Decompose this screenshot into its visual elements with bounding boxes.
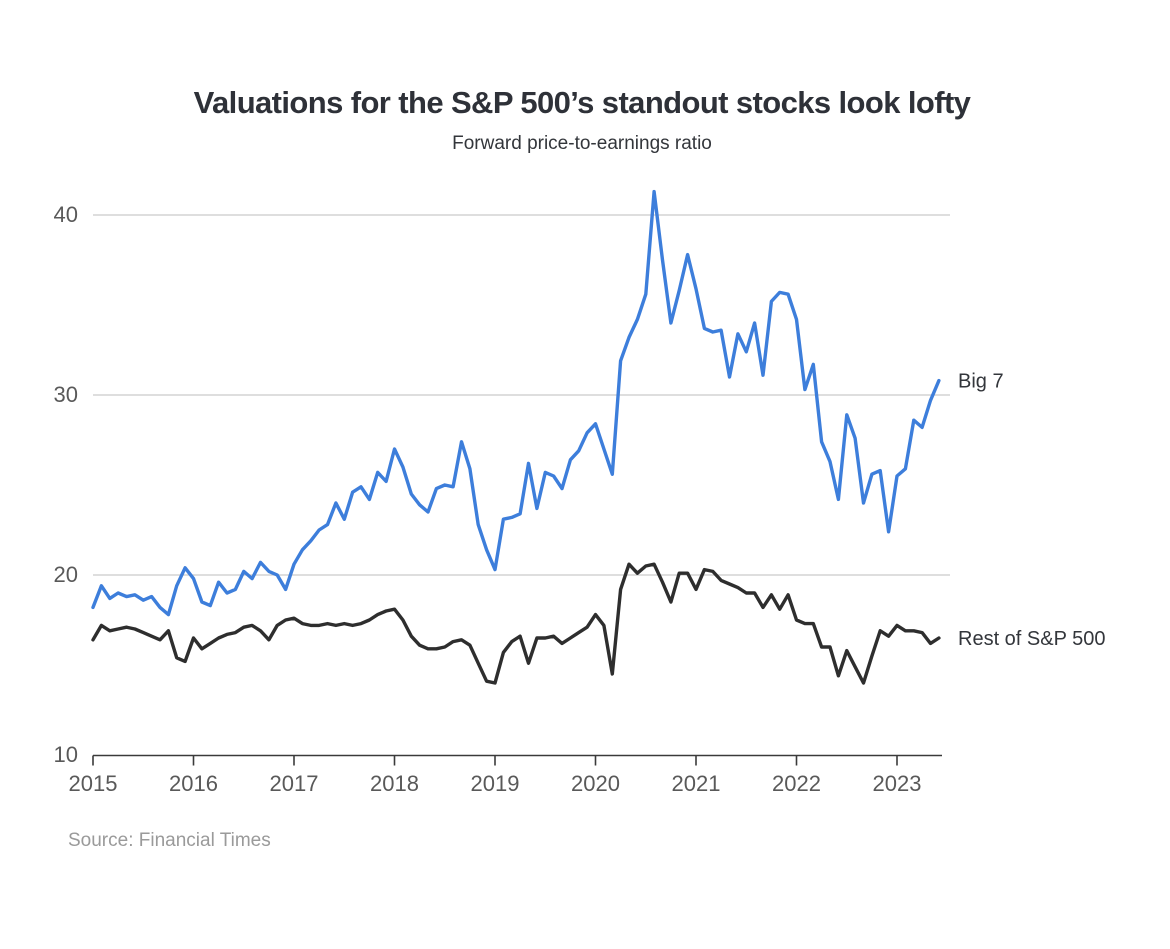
series-lines — [91, 189, 941, 685]
chart-title: Valuations for the S&P 500’s standout st… — [194, 85, 972, 120]
y-tick-label-30: 30 — [54, 382, 78, 407]
y-tick-label-40: 40 — [54, 202, 78, 227]
x-tick-label-2016: 2016 — [169, 771, 218, 796]
gridlines — [93, 214, 950, 576]
x-tick-label-2021: 2021 — [672, 771, 721, 796]
x-tick-label-2017: 2017 — [270, 771, 319, 796]
rest-of-s-p-500-line — [91, 562, 941, 685]
x-axis: 2015 2016 2017 2018 2019 2020 2021 2022 2023 — [69, 754, 942, 796]
source-credit: Source: Financial Times — [68, 830, 271, 851]
x-tick-label-2018: 2018 — [370, 771, 419, 796]
legend-label-rest-of-sp500: Rest of S&P 500 — [958, 628, 1106, 650]
y-tick-label-20: 20 — [54, 562, 78, 587]
legend-label-big-7: Big 7 — [958, 371, 1004, 393]
y-axis-tick-labels: 10 20 30 40 — [54, 202, 78, 767]
x-tick-label-2015: 2015 — [69, 771, 118, 796]
x-tick-label-2019: 2019 — [471, 771, 520, 796]
big-7-line — [91, 189, 941, 617]
y-tick-label-10: 10 — [54, 742, 78, 767]
x-tick-label-2020: 2020 — [571, 771, 620, 796]
chart-subtitle: Forward price-to-earnings ratio — [452, 133, 712, 154]
x-tick-label-2023: 2023 — [873, 771, 922, 796]
x-tick-label-2022: 2022 — [772, 771, 821, 796]
